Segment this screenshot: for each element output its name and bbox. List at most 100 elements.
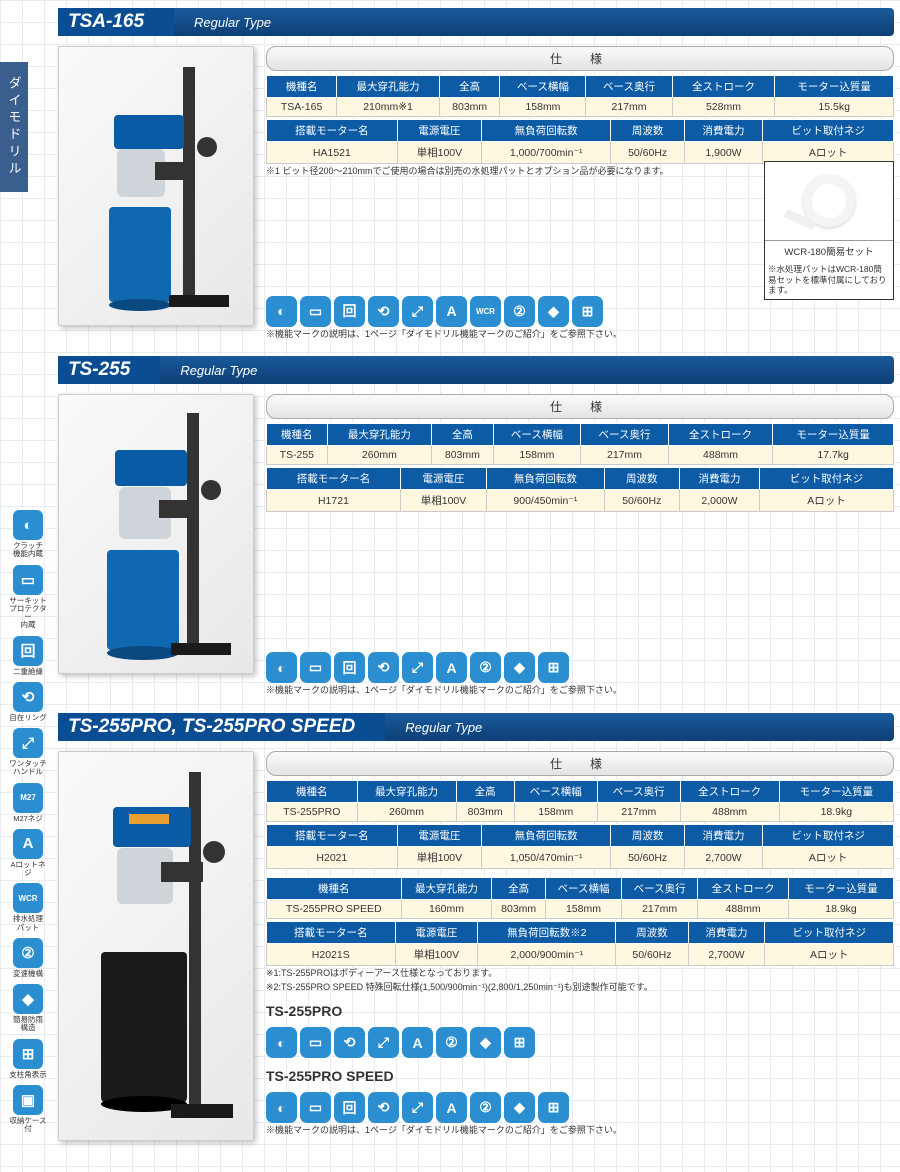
legend-item: 回二重絶縁 — [8, 636, 48, 676]
feature-icon: ◐ — [266, 1027, 297, 1058]
product-section-ts255: TS-255 Regular Type 仕 様 機種名最大穿孔能力全高ベース横幅… — [58, 356, 894, 697]
feature-icon: ② — [504, 296, 535, 327]
accessory-label: WCR-180簡易セット — [765, 240, 893, 261]
icon-note: ※機能マークの説明は、1ページ「ダイモドリル機能マークのご紹介」をご参照下さい。 — [266, 685, 894, 697]
spec-table-2: 搭載モーター名電源電圧無負荷回転数周波数消費電力ビット取付ネジH1721単相10… — [266, 467, 894, 512]
accessory-note: ※水処理パットはWCR-180簡易セットを標準付属にしております。 — [765, 261, 893, 299]
icon-note: ※機能マークの説明は、1ページ「ダイモドリル機能マークのご紹介」をご参照下さい。 — [266, 329, 894, 341]
legend-label: 自在リング — [8, 714, 48, 722]
model-name: TS-255 — [58, 356, 160, 384]
legend-label: 収納ケース付 — [8, 1117, 48, 1134]
legend-icon: M27 — [13, 783, 43, 813]
feature-icon: ⟲ — [368, 652, 399, 683]
legend-label: 排水処理パット — [8, 915, 48, 932]
feature-icon: WCR — [470, 296, 501, 327]
feature-legend: ◐ クラッチ機能内蔵 ▭サーキットプロテクター内蔵回二重絶縁 ⟲自在リング ⤢ワンタッチ… — [8, 510, 48, 1139]
feature-icon: ⊞ — [538, 1092, 569, 1123]
legend-icon: ◆ — [13, 984, 43, 1014]
product-section-ts255pro: TS-255PRO, TS-255PRO SPEED Regular Type — [58, 713, 894, 1141]
category-tab: ダイモドリル — [0, 62, 28, 192]
accessory-box: WCR-180簡易セット ※水処理パットはWCR-180簡易セットを標準付属にし… — [764, 161, 894, 300]
feature-icon: ◆ — [504, 1092, 535, 1123]
feature-icon: ⤢ — [402, 652, 433, 683]
spec-table-1: 機種名最大穿孔能力全高ベース横幅ベース奥行全ストロークモーター込質量TS-255… — [266, 423, 894, 465]
feature-icon: ▭ — [300, 652, 331, 683]
model-name: TSA-165 — [58, 8, 174, 36]
model-name: TS-255PRO, TS-255PRO SPEED — [58, 713, 385, 741]
spec-note-2: ※2:TS-255PRO SPEED 特殊回転仕様(1,500/900min⁻¹… — [266, 982, 894, 994]
feature-icon: ⤢ — [368, 1027, 399, 1058]
product-image — [58, 394, 254, 674]
feature-icon: ◐ — [266, 296, 297, 327]
feature-icon: ⊞ — [538, 652, 569, 683]
feature-icon: ▭ — [300, 1092, 331, 1123]
legend-icon: 回 — [13, 636, 43, 666]
legend-label: サーキットプロテクター内蔵 — [8, 597, 48, 630]
legend-item: M27 M27ネジ — [8, 783, 48, 823]
feature-icon: ⟲ — [368, 1092, 399, 1123]
feature-icon: ◆ — [470, 1027, 501, 1058]
legend-icon: ⊞ — [13, 1039, 43, 1069]
legend-icon: ⤢ — [13, 728, 43, 758]
feature-icon: ◆ — [504, 652, 535, 683]
feature-icon: A — [436, 652, 467, 683]
legend-icon: ▭ — [13, 565, 43, 595]
legend-label: M27ネジ — [8, 815, 48, 823]
feature-icon: 回 — [334, 296, 365, 327]
product-section-tsa165: TSA-165 Regular Type 仕 様 機種名最大穿孔能力全高ベース横… — [58, 8, 894, 340]
model-type: Regular Type — [385, 720, 482, 735]
spec-table-2: 搭載モーター名電源電圧無負荷回転数周波数消費電力ビット取付ネジH2021単相10… — [266, 824, 894, 869]
product-image — [58, 751, 254, 1141]
feature-icons: ◐▭回⟲⤢AWCR②◆⊞ — [266, 296, 894, 327]
feature-icon: ◆ — [538, 296, 569, 327]
feature-icon: ② — [436, 1027, 467, 1058]
feature-icon: ⊞ — [504, 1027, 535, 1058]
legend-item: ▣ 収納ケース付 — [8, 1085, 48, 1134]
feature-icon: A — [402, 1027, 433, 1058]
feature-icon: ⟲ — [368, 296, 399, 327]
legend-item: ⟲自在リング — [8, 682, 48, 722]
legend-label: 簡易防雨構造 — [8, 1016, 48, 1033]
legend-label: 変速機構 — [8, 970, 48, 978]
icon-note: ※機能マークの説明は、1ページ「ダイモドリル機能マークのご紹介」をご参照下さい。 — [266, 1125, 894, 1137]
spec-table-1: 機種名最大穿孔能力全高ベース横幅ベース奥行全ストロークモーター込質量TS-255… — [266, 780, 894, 822]
legend-icon: ▣ — [13, 1085, 43, 1115]
feature-icon: ⤢ — [402, 296, 433, 327]
feature-icon: ◐ — [266, 1092, 297, 1123]
legend-icon: ② — [13, 938, 43, 968]
title-bar: TS-255PRO, TS-255PRO SPEED Regular Type — [58, 713, 894, 741]
feature-icon: 回 — [334, 1092, 365, 1123]
legend-item: ◐ クラッチ機能内蔵 — [8, 510, 48, 559]
sub-model-label: TS-255PRO SPEED — [266, 1068, 894, 1084]
legend-icon: ◐ — [13, 510, 43, 540]
product-image — [58, 46, 254, 326]
legend-label: クラッチ機能内蔵 — [8, 542, 48, 559]
model-type: Regular Type — [174, 15, 271, 30]
spec-header: 仕 様 — [266, 46, 894, 71]
feature-icon: ▭ — [300, 296, 331, 327]
model-type: Regular Type — [160, 363, 257, 378]
legend-item: ⊞ 支柱角表示 — [8, 1039, 48, 1079]
feature-icons: ◐▭回⟲⤢A②◆⊞ — [266, 652, 894, 683]
feature-icon: ② — [470, 652, 501, 683]
legend-item: ⤢ワンタッチハンドル — [8, 728, 48, 777]
legend-item: WCR排水処理パット — [8, 883, 48, 932]
legend-item: ▭サーキットプロテクター内蔵 — [8, 565, 48, 630]
spec-header: 仕 様 — [266, 751, 894, 776]
legend-label: Aロットネジ — [8, 861, 48, 878]
feature-icon: A — [436, 296, 467, 327]
accessory-image — [765, 162, 893, 240]
legend-label: 支柱角表示 — [8, 1071, 48, 1079]
feature-icon: A — [436, 1092, 467, 1123]
legend-icon: A — [13, 829, 43, 859]
feature-icons-2: ◐▭回⟲⤢A②◆⊞ — [266, 1092, 894, 1123]
feature-icon: ⤢ — [402, 1092, 433, 1123]
feature-icon: ◐ — [266, 652, 297, 683]
title-bar: TSA-165 Regular Type — [58, 8, 894, 36]
spec-table-1: 機種名最大穿孔能力全高ベース横幅ベース奥行全ストロークモーター込質量TSA-16… — [266, 75, 894, 117]
legend-item: ② 変速機構 — [8, 938, 48, 978]
legend-item: ◆ 簡易防雨構造 — [8, 984, 48, 1033]
sub-model-label: TS-255PRO — [266, 1003, 894, 1019]
feature-icon: ② — [470, 1092, 501, 1123]
feature-icon: ⊞ — [572, 296, 603, 327]
